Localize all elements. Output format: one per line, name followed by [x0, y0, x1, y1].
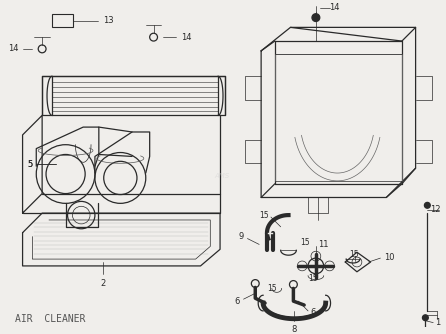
Text: 15: 15 [259, 210, 269, 219]
Text: 11: 11 [318, 240, 328, 249]
Text: 10: 10 [384, 253, 395, 262]
Text: 2: 2 [100, 279, 105, 288]
Text: AMS: AMS [215, 173, 230, 179]
Text: 15: 15 [300, 238, 310, 247]
Text: 8: 8 [292, 325, 297, 334]
Text: 5: 5 [27, 160, 33, 169]
Text: 9: 9 [238, 232, 244, 241]
Text: 15: 15 [267, 284, 277, 293]
Text: 1: 1 [435, 318, 440, 327]
Text: 14: 14 [8, 44, 19, 53]
Circle shape [425, 202, 430, 208]
Text: 6: 6 [234, 297, 240, 306]
Text: 15: 15 [349, 250, 359, 259]
Text: 15: 15 [308, 274, 318, 283]
Text: 14: 14 [330, 3, 340, 12]
Bar [52, 14, 74, 27]
Text: AIR  CLEANER: AIR CLEANER [15, 314, 85, 324]
Text: 14: 14 [181, 33, 191, 42]
Circle shape [312, 14, 320, 21]
Text: 12: 12 [430, 205, 441, 214]
Text: 5: 5 [27, 160, 33, 169]
Text: 6: 6 [310, 308, 315, 317]
Text: 13: 13 [103, 16, 113, 25]
Circle shape [422, 315, 428, 321]
